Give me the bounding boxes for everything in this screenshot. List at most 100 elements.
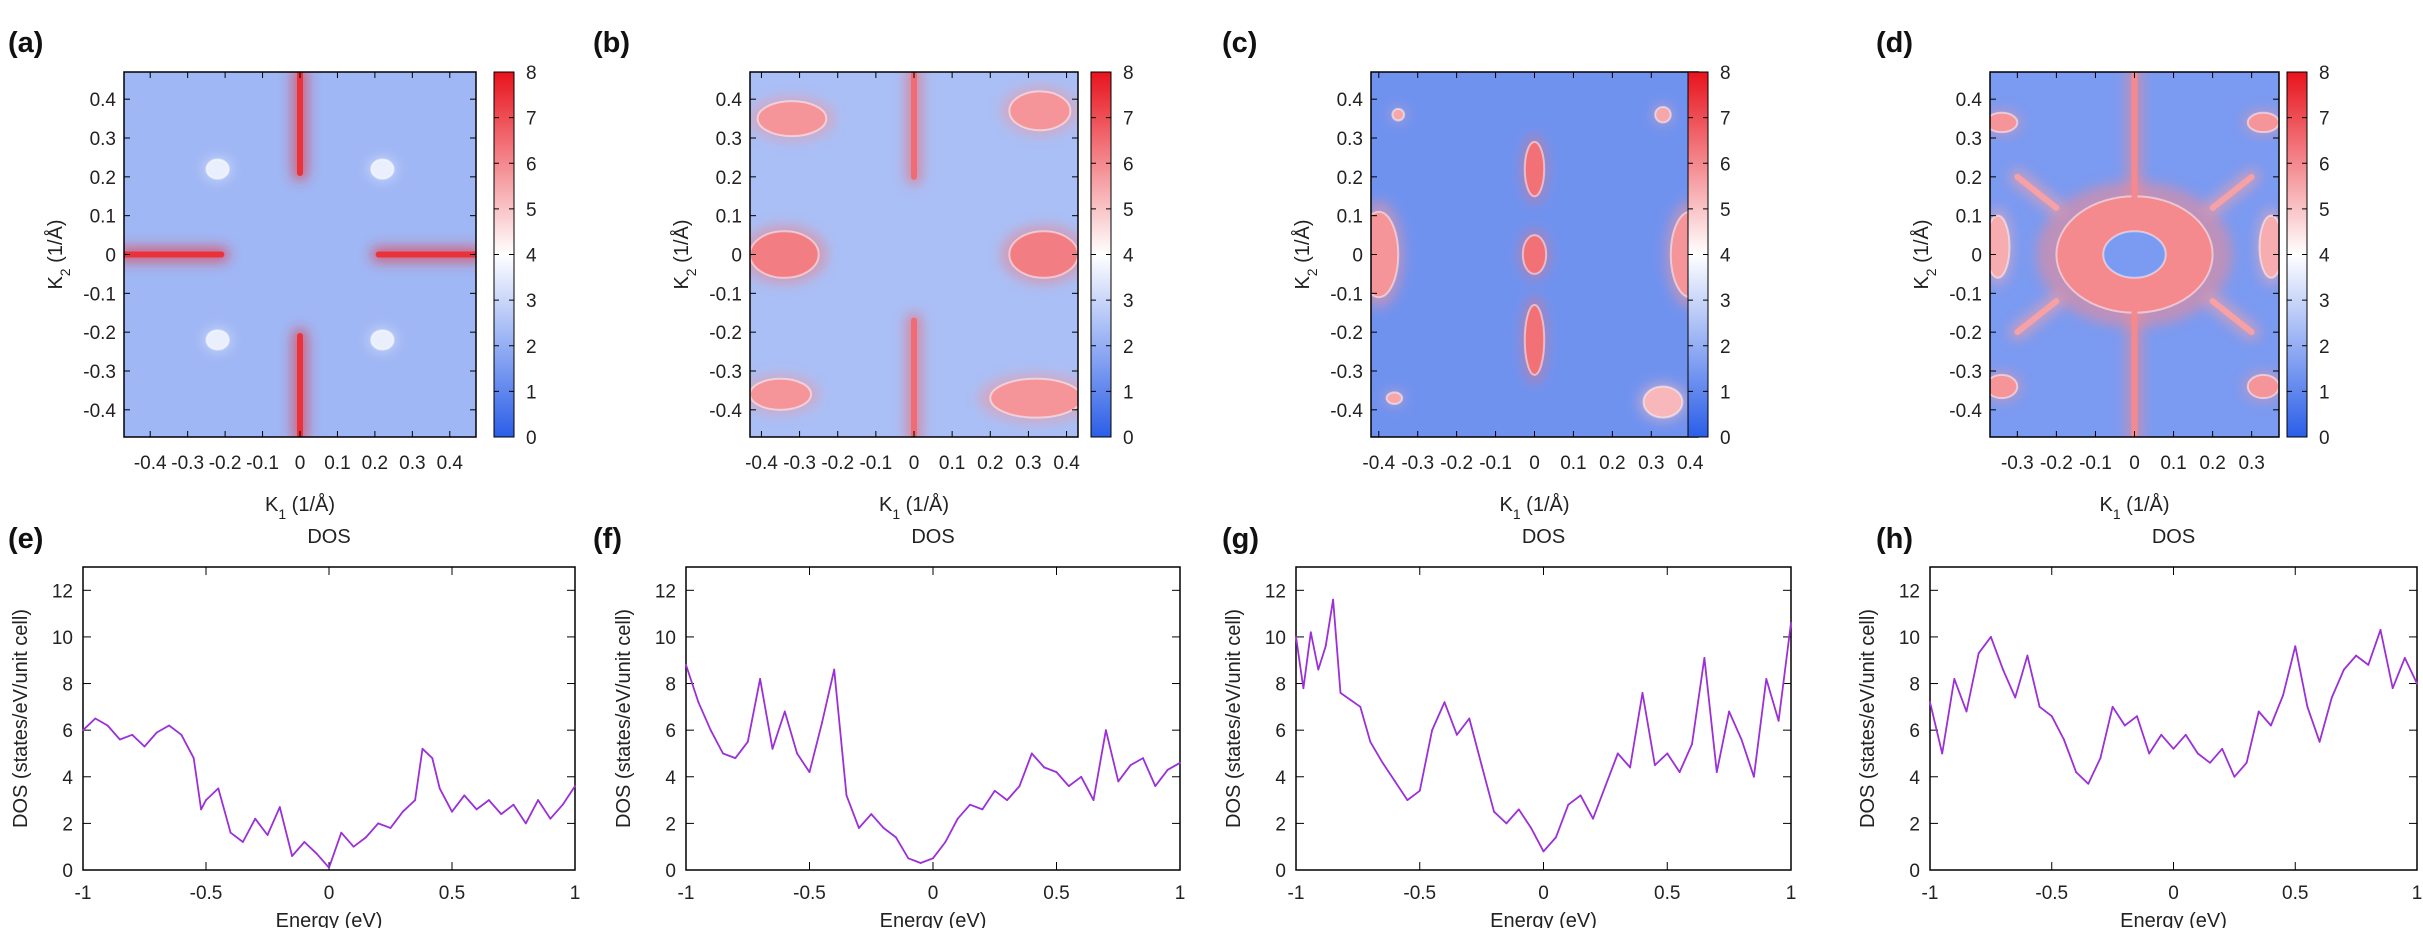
dos-data-point — [1790, 622, 1792, 624]
colorbar-tick-label: 1 — [1123, 382, 1134, 403]
dos-data-point — [451, 810, 453, 813]
dos-data-point — [1006, 799, 1008, 801]
colorbar-tick-label: 3 — [1123, 291, 1134, 312]
heatmap-cores — [750, 72, 1078, 437]
x-tick-label: 0.2 — [362, 453, 388, 474]
x-tick-label: 0.1 — [939, 453, 965, 474]
dos-data-point — [1604, 785, 1607, 787]
dos-data-point — [1752, 775, 1755, 778]
dos-data-point — [2257, 710, 2260, 713]
x-tick-label: 1 — [1786, 883, 1797, 904]
x-axis-title-unit: (1/Å) — [900, 493, 949, 516]
heatmap-feature-blob — [1371, 210, 1400, 299]
x-tick-label: -0.2 — [821, 453, 854, 474]
dos-data-point — [1394, 780, 1396, 783]
colorbar-tick-label: 6 — [1720, 154, 1731, 175]
dos-data-point — [907, 857, 910, 860]
dos-data-point — [1505, 822, 1508, 825]
heatmap-feature-blob — [1642, 385, 1684, 419]
dos-data-point — [2014, 696, 2017, 699]
colorbar-tick-label: 1 — [2319, 382, 2330, 403]
dos-data-point — [2063, 738, 2065, 741]
colorbar-tick-label: 8 — [1123, 63, 1134, 84]
heatmap-panel-1: (b)-0.4 -0.3 -0.2 -0.1 0 0.1 0.2 0.3 0.40.40.30.… — [593, 27, 1134, 522]
dos-data-point — [2294, 645, 2297, 648]
dos-data-point — [524, 822, 527, 825]
y-axis-title-unit: (1/Å) — [44, 219, 67, 268]
y-tick-label: 0.2 — [716, 168, 742, 189]
plot-frame — [685, 566, 1181, 871]
dos-data-point — [746, 740, 749, 743]
dos-data-point — [1302, 687, 1305, 690]
dos-data-point — [1154, 785, 1157, 787]
heatmap-feature-blob — [1654, 105, 1672, 124]
y-tick-label: -0.4 — [1330, 401, 1363, 422]
y-axis-title: K2 (1/Å) — [1910, 219, 1939, 289]
colorbar-tick-label: 5 — [526, 200, 537, 221]
y-tick-label: 6 — [1909, 721, 1920, 742]
dos-data-point — [771, 747, 774, 750]
dos-data-point — [549, 817, 552, 820]
y-axis-title: K2 (1/Å) — [670, 219, 699, 289]
dos-data-point — [2026, 654, 2029, 657]
panel-label: (b) — [593, 27, 630, 59]
y-tick-label: -0.1 — [1330, 284, 1363, 305]
dos-data-point — [2233, 775, 2236, 778]
y-tick-label: 2 — [665, 814, 676, 835]
dos-data-point — [1629, 766, 1632, 769]
dos-data-point — [1418, 789, 1421, 792]
x-tick-label: -0.2 — [1440, 453, 1473, 474]
dos-data-point — [315, 852, 318, 855]
dos-data-point — [2355, 654, 2358, 657]
y-tick-label: 0 — [62, 861, 73, 882]
y-tick-label: 8 — [1909, 675, 1920, 696]
dos-data-point — [1117, 780, 1120, 783]
y-axis-title-main: K — [671, 276, 693, 290]
dos-title: DOS — [2152, 526, 2195, 548]
dos-data-point — [2123, 724, 2126, 727]
dos-data-point — [1678, 771, 1681, 774]
plot-frame — [1929, 566, 2418, 871]
dos-title: DOS — [307, 526, 350, 548]
dos-data-point — [1592, 817, 1594, 820]
heatmap-feature-blob — [1523, 303, 1546, 376]
heatmap-feature-blob — [370, 329, 395, 351]
y-tick-label: 0.1 — [1337, 207, 1363, 228]
dos-data-point — [414, 799, 416, 801]
x-tick-label: 0.4 — [437, 453, 464, 474]
dos-data-point — [697, 701, 700, 704]
dos-data-point — [365, 836, 367, 839]
y-tick-label: -0.3 — [83, 362, 116, 383]
colorbar-tick-label: 5 — [1123, 200, 1134, 221]
y-axis-title: DOS (states/eV/unit cell) — [1223, 609, 1245, 828]
x-tick-label: 0.5 — [1043, 883, 1069, 904]
colorbar-tick-label: 5 — [2319, 200, 2330, 221]
dos-data-point — [2367, 663, 2370, 666]
x-tick-label: 0.3 — [399, 453, 425, 474]
dos-data-point — [2343, 668, 2345, 671]
dos-data-point — [2282, 694, 2284, 697]
heatmap-feature-blob — [1523, 140, 1546, 198]
dos-data-point — [944, 841, 947, 843]
dos-data-point — [2099, 757, 2102, 760]
x-axis-title-unit: (1/Å) — [286, 493, 335, 516]
dos-data-point — [820, 722, 823, 725]
y-tick-label: 10 — [655, 628, 676, 649]
colorbar-tick-label: 4 — [1720, 246, 1731, 267]
y-axis-title-sub: 2 — [57, 268, 73, 276]
heatmap-feature-blob — [2258, 214, 2279, 279]
dos-data-point — [1332, 598, 1335, 601]
y-axis-title: DOS (states/eV/unit cell) — [1857, 609, 1879, 828]
y-tick-label: 0 — [1352, 246, 1363, 267]
x-axis-title-main: K — [1499, 494, 1513, 516]
dos-data-point — [1941, 752, 1944, 755]
dos-data-point — [1179, 761, 1181, 764]
dos-data-point — [1431, 729, 1434, 732]
x-tick-label: -0.2 — [209, 453, 242, 474]
colorbar-tick-label: 3 — [2319, 291, 2330, 312]
y-axis-title-main: K — [1292, 276, 1314, 290]
dos-data-point — [2002, 668, 2004, 671]
dos-data-point — [1715, 771, 1718, 774]
heatmap-feature-blob — [2246, 111, 2279, 134]
